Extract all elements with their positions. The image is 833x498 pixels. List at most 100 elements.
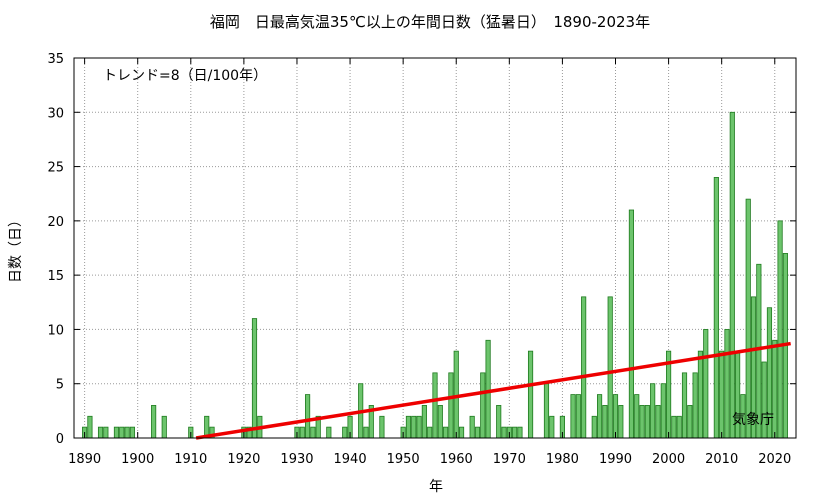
y-tick-label: 15 (47, 269, 64, 284)
bar (458, 426, 465, 439)
bar (496, 405, 502, 439)
bar (379, 415, 385, 439)
y-axis-label: 日数（日） (8, 213, 24, 283)
y-tick-label: 25 (47, 161, 64, 176)
bar (618, 405, 624, 439)
bar (443, 426, 449, 439)
bar (113, 426, 120, 439)
bar (512, 426, 518, 439)
bar (469, 415, 475, 439)
bar (405, 415, 412, 439)
bar (655, 405, 661, 439)
y-tick-label: 35 (47, 52, 64, 67)
bar (474, 426, 481, 439)
x-tick-label: 1920 (227, 452, 260, 467)
x-tick-label: 1900 (121, 452, 154, 467)
bar (151, 405, 157, 439)
bar (432, 372, 438, 439)
bar (581, 296, 587, 439)
x-tick-label: 1980 (546, 452, 579, 467)
source-label: 気象庁 (732, 412, 774, 428)
bar (124, 426, 130, 439)
bar (650, 383, 656, 439)
bar (326, 426, 332, 439)
bar (591, 415, 597, 439)
bar (480, 372, 486, 439)
bar (596, 394, 603, 439)
bar (570, 394, 576, 439)
x-tick-label: 1890 (68, 452, 101, 467)
bar (485, 339, 491, 439)
bar (299, 426, 305, 439)
bar (411, 415, 417, 439)
y-tick-label: 30 (47, 106, 64, 121)
y-tick-label: 20 (47, 215, 64, 230)
bar (305, 394, 311, 439)
bar (453, 350, 459, 439)
bar (416, 415, 422, 439)
x-axis: 1890 1900 1910 1920 1930 1940 1950 1960 1970 1980… (68, 58, 791, 467)
bar (342, 426, 348, 439)
bar (527, 350, 534, 439)
x-axis-label: 年 (429, 479, 443, 495)
bar (549, 415, 555, 439)
bar (501, 426, 507, 439)
x-tick-label: 1910 (174, 452, 207, 467)
x-tick-label: 1970 (493, 452, 526, 467)
bar (161, 415, 167, 439)
bar (421, 405, 427, 439)
bar (119, 426, 125, 439)
x-tick-label: 1930 (280, 452, 313, 467)
y-tick-label: 0 (56, 432, 64, 447)
x-tick-label: 2020 (758, 452, 791, 467)
y-axis: 0 5 10 15 20 25 30 35 (47, 52, 796, 447)
bar (634, 394, 640, 439)
bar (103, 426, 109, 439)
bar (697, 350, 704, 439)
trend-line (195, 341, 791, 440)
x-tick-label: 1940 (334, 452, 367, 467)
bar (745, 198, 751, 439)
x-tick-label: 2010 (705, 452, 738, 467)
bar (719, 350, 725, 439)
bar (607, 296, 613, 439)
bar (575, 394, 581, 439)
bar (427, 426, 433, 439)
bar (639, 405, 645, 439)
grid (74, 58, 796, 438)
trend-line-path (195, 341, 791, 440)
plot-frame (73, 57, 797, 439)
bar (676, 415, 682, 439)
x-tick-label: 1990 (599, 452, 632, 467)
chart-title: 福岡 日最高気温35℃以上の年間日数（猛暑日） 1890-2023年 (210, 13, 650, 31)
bar (517, 426, 523, 439)
bar (724, 329, 730, 439)
bar (687, 405, 693, 439)
x-tick-label: 2000 (652, 452, 685, 467)
bar (660, 383, 666, 439)
bar (628, 209, 635, 439)
bar (448, 372, 454, 439)
trend-annotation: トレンド=8（日/100年） (103, 68, 267, 84)
bar (671, 415, 677, 439)
x-tick-label: 1950 (387, 452, 420, 467)
bar (777, 220, 783, 439)
bar (437, 405, 443, 439)
y-tick-label: 10 (47, 323, 64, 338)
bar (97, 426, 104, 439)
bar (543, 383, 550, 439)
bar (602, 405, 608, 439)
bar (681, 372, 688, 439)
bar (713, 177, 719, 439)
bar (87, 415, 93, 439)
bar (363, 426, 369, 439)
bar (129, 426, 135, 439)
bar (703, 329, 709, 439)
bar (612, 394, 619, 439)
bar (729, 111, 735, 439)
bar (692, 372, 698, 439)
y-tick-label: 5 (56, 378, 64, 393)
bar (251, 318, 258, 439)
bar (644, 405, 650, 439)
